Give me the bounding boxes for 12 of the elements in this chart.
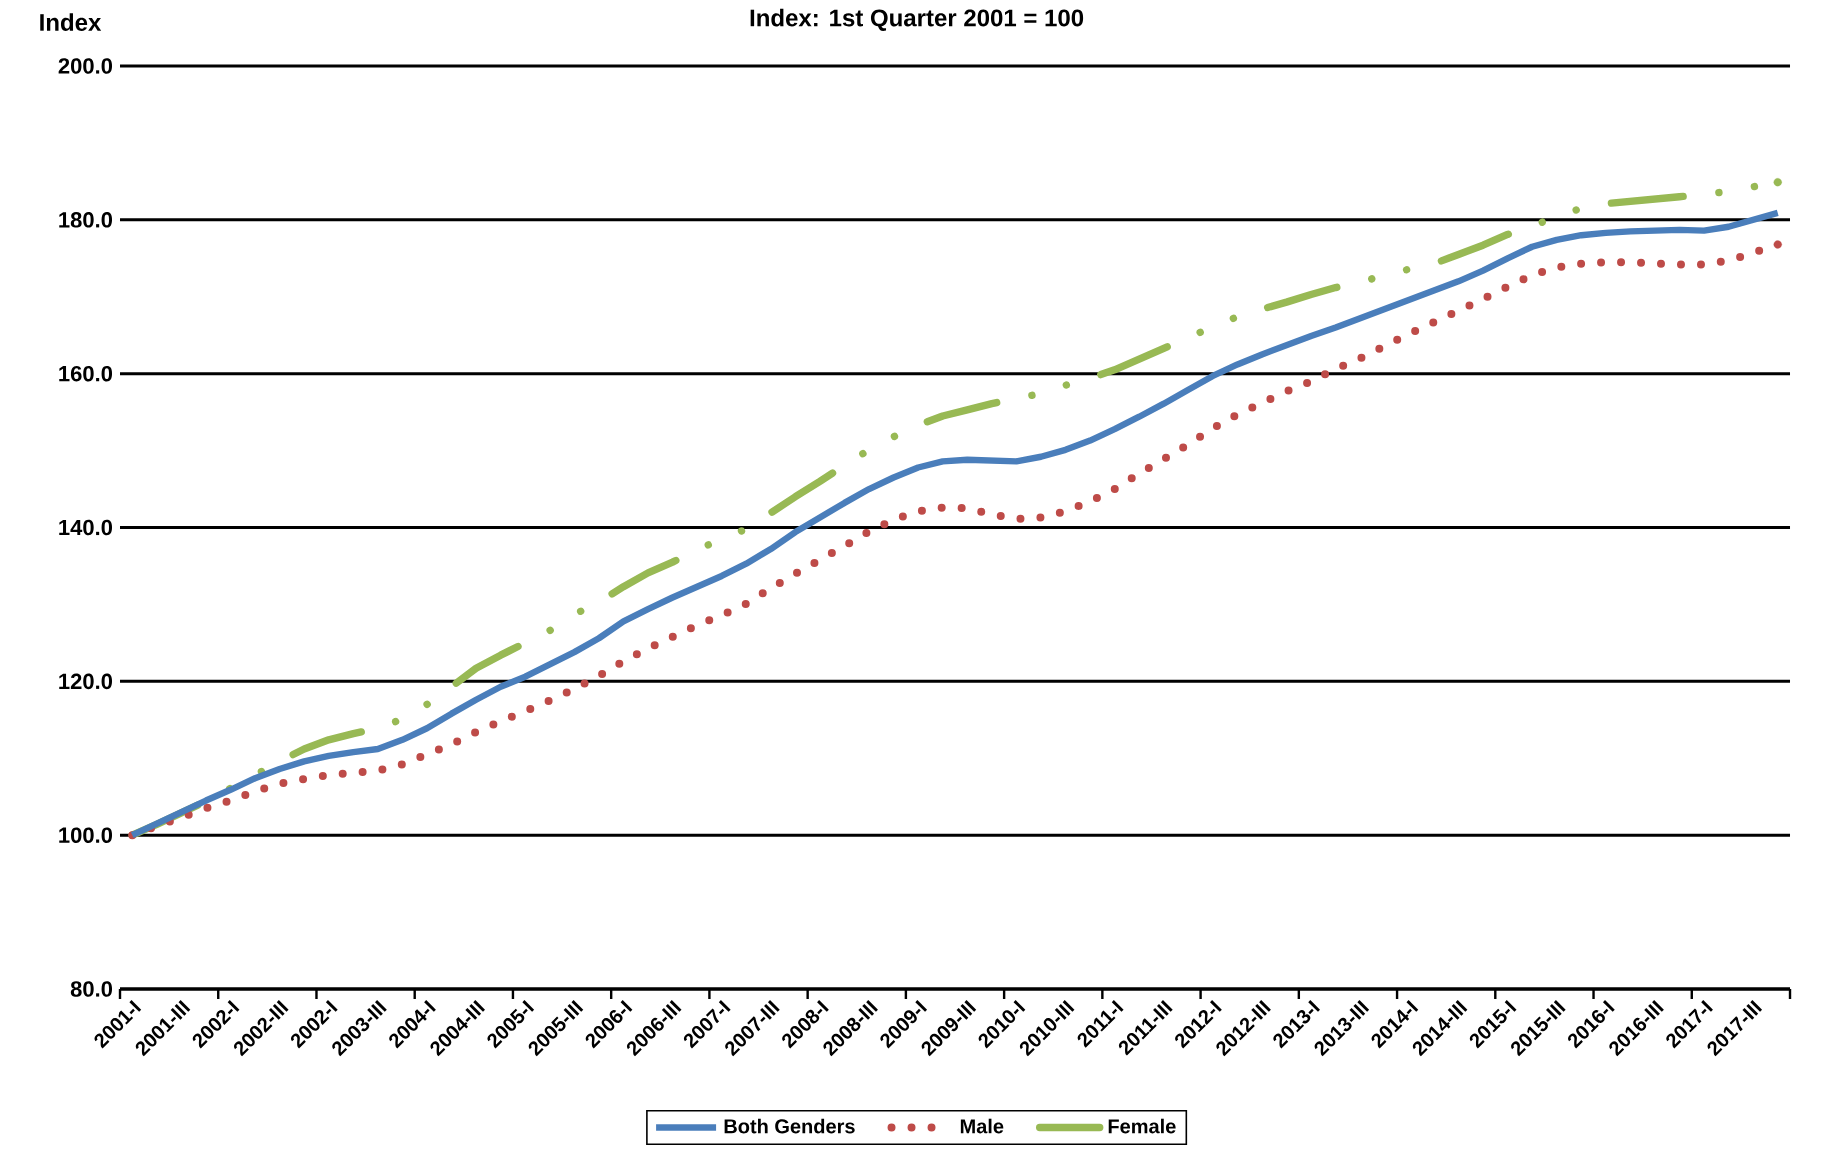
y-tick-label: 140.0 <box>59 519 113 536</box>
y-axis-title: Index <box>40 13 102 31</box>
legend-label: Female <box>1108 1118 1176 1134</box>
y-tick-label: 200.0 <box>58 58 113 74</box>
y-tick-label: 180.0 <box>59 212 113 228</box>
y-tick-label: 80.0 <box>70 981 113 997</box>
y-tick-label: 100.0 <box>59 827 113 843</box>
y-tick-label: 120.0 <box>59 673 113 690</box>
legend-label: Male <box>960 1118 1004 1134</box>
y-tick-label: 160.0 <box>59 365 113 382</box>
chart-title: Index: 1st Quarter 2001 = 100 <box>750 8 1084 31</box>
legend-label: Both Genders <box>724 1118 855 1134</box>
